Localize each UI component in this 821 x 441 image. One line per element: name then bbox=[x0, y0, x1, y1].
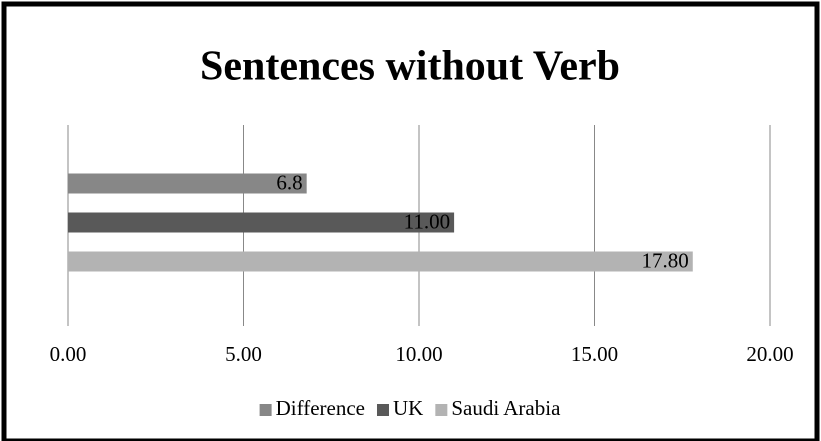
bar bbox=[68, 251, 693, 272]
data-label: 17.80 bbox=[642, 248, 689, 272]
x-tick-label: 0.00 bbox=[50, 342, 87, 366]
chart-title: Sentences without Verb bbox=[200, 44, 620, 90]
legend-swatch bbox=[259, 404, 272, 416]
data-label: 6.8 bbox=[276, 170, 302, 194]
legend-swatch bbox=[435, 404, 448, 416]
legend-label: UK bbox=[393, 396, 423, 420]
bar bbox=[68, 212, 455, 233]
legend-label: Saudi Arabia bbox=[451, 396, 561, 420]
x-tick-label: 20.00 bbox=[746, 342, 793, 366]
legend-swatch bbox=[376, 404, 389, 416]
x-tick-label: 5.00 bbox=[225, 342, 262, 366]
legend-label: Difference bbox=[276, 396, 365, 420]
data-label: 11.00 bbox=[404, 209, 450, 233]
x-tick-label: 10.00 bbox=[395, 342, 442, 366]
x-tick-label: 15.00 bbox=[571, 342, 618, 366]
bar bbox=[68, 173, 307, 194]
